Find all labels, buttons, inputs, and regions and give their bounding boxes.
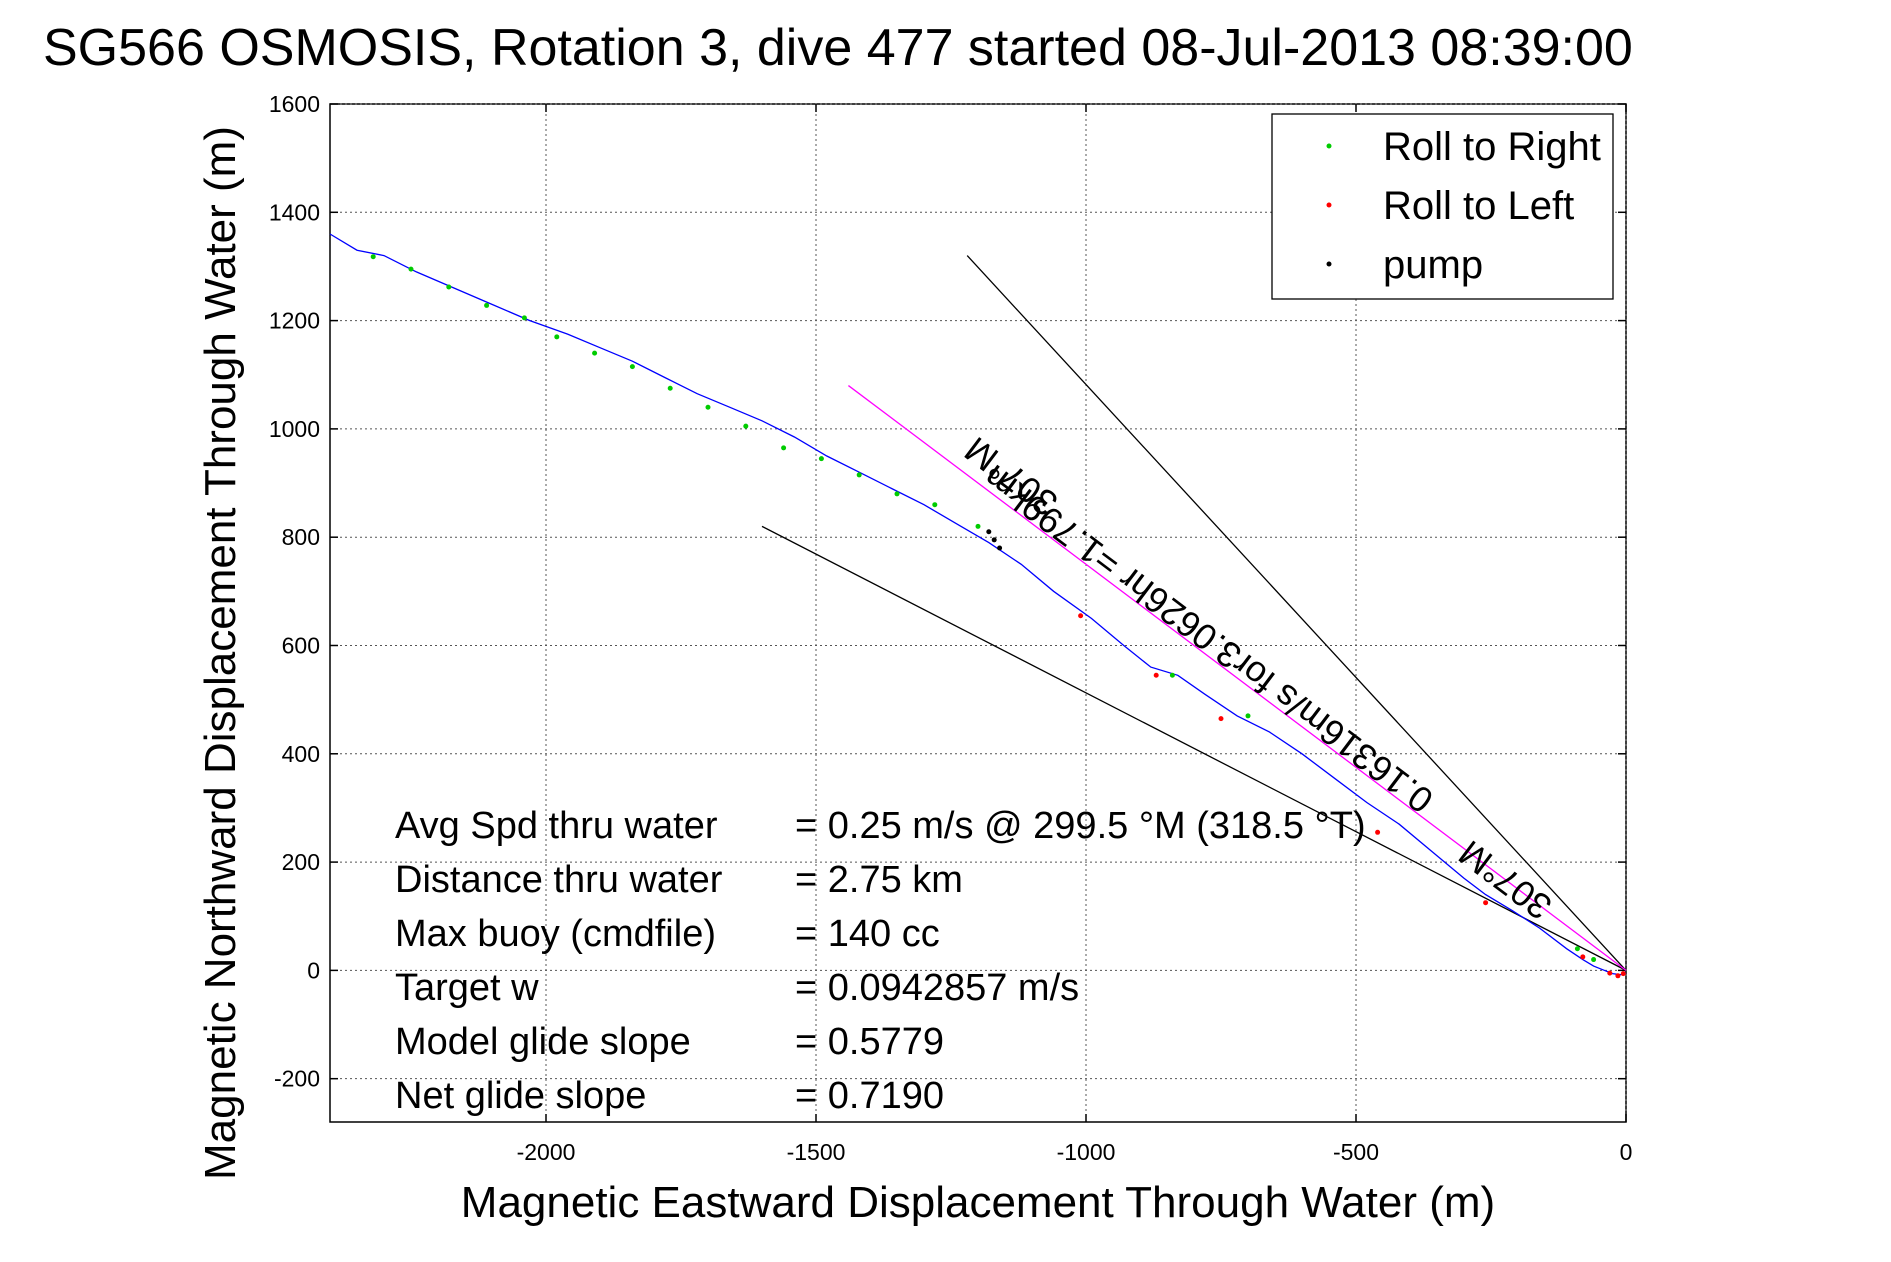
legend-label: Roll to Right <box>1383 125 1601 169</box>
legend-marker <box>1326 261 1332 267</box>
roll-right-point <box>370 254 376 260</box>
roll-right-point <box>484 302 490 308</box>
x-tick-label: -1000 <box>1057 1139 1116 1165</box>
roll-right-point <box>446 284 452 290</box>
stat-label: Max buoy (cmdfile) <box>395 913 716 955</box>
roll-right-point <box>818 456 824 462</box>
x-tick-label: 0 <box>1620 1139 1633 1165</box>
stat-value: = 0.5779 <box>795 1021 944 1063</box>
y-tick-label: 400 <box>282 741 320 767</box>
stat-value: = 0.0942857 m/s <box>795 967 1079 1009</box>
roll-right-point <box>554 334 560 340</box>
roll-right-point <box>1591 957 1597 963</box>
roll-right-point <box>1245 713 1251 719</box>
legend: Roll to Right Roll to Left pump <box>1271 113 1614 300</box>
stat-value: = 2.75 km <box>795 859 963 901</box>
pump-point <box>991 537 997 543</box>
stat-value: = 0.7190 <box>795 1075 944 1117</box>
roll-right-point <box>743 423 749 429</box>
roll-right-point <box>894 491 900 497</box>
roll-right-point <box>705 404 711 410</box>
roll-left-point <box>1078 613 1084 619</box>
stat-label: Model glide slope <box>395 1021 691 1063</box>
roll-right-point <box>932 502 938 508</box>
roll-left-point <box>1218 716 1224 722</box>
legend-marker <box>1326 202 1332 208</box>
roll-right-point <box>592 350 598 356</box>
bearing-line-upper <box>966 255 1627 971</box>
y-tick-label: 600 <box>282 632 320 658</box>
reference-lines <box>761 255 1627 971</box>
pump-point <box>986 529 992 535</box>
track-line <box>329 233 1627 976</box>
roll-left-point <box>1607 970 1613 976</box>
roll-left-point <box>1580 954 1586 960</box>
y-tick-label: -200 <box>274 1066 320 1092</box>
bearing-line-target <box>848 385 1627 971</box>
y-tick-label: 800 <box>282 524 320 550</box>
roll-right-point <box>781 445 787 451</box>
pump-point <box>997 545 1003 551</box>
roll-left-point <box>1615 973 1621 979</box>
y-tick-label: 0 <box>307 957 320 983</box>
y-tick-label: 1400 <box>269 199 320 225</box>
track <box>329 233 1627 976</box>
x-axis-label: Magnetic Eastward Displacement Through W… <box>461 1178 1495 1227</box>
roll-left-point <box>1620 971 1626 977</box>
x-tick-label: -1500 <box>787 1139 846 1165</box>
legend-label: Roll to Left <box>1383 184 1574 228</box>
axis-ticks: -2000 -1500 -1000 -500 0-2000200400600800100… <box>269 91 1633 1165</box>
x-tick-label: -500 <box>1333 1139 1379 1165</box>
stat-label: Net glide slope <box>395 1075 646 1117</box>
legend-marker <box>1326 143 1332 149</box>
bearing-line-lower <box>761 525 1627 971</box>
roll-right-point <box>1169 672 1175 678</box>
stat-label: Distance thru water <box>395 859 723 901</box>
stat-label: Target w <box>395 967 539 1009</box>
roll-right-point <box>856 472 862 478</box>
stats-block: Avg Spd thru water = 0.25 m/s @ 299.5 °M … <box>395 805 1366 1117</box>
roll-right-point <box>629 364 635 370</box>
y-tick-label: 1600 <box>269 91 320 117</box>
stat-label: Avg Spd thru water <box>395 805 718 847</box>
roll-left-point <box>1375 829 1381 835</box>
y-tick-label: 1000 <box>269 416 320 442</box>
stat-value: = 140 cc <box>795 913 940 955</box>
y-tick-label: 200 <box>282 849 320 875</box>
roll-points <box>370 254 1626 979</box>
roll-right-point <box>667 385 673 391</box>
roll-right-point <box>1574 946 1580 952</box>
legend-label: pump <box>1383 243 1483 287</box>
roll-left-point <box>1483 900 1489 906</box>
x-tick-label: -2000 <box>517 1139 576 1165</box>
roll-right-point <box>521 315 527 321</box>
roll-right-point <box>975 523 981 529</box>
y-axis-label: Magnetic Northward Displacement Through … <box>196 126 245 1180</box>
chart-title: SG566 OSMOSIS, Rotation 3, dive 477 star… <box>43 19 1633 77</box>
roll-right-point <box>408 266 414 272</box>
stat-value: = 0.25 m/s @ 299.5 °M (318.5 °T) <box>795 805 1366 847</box>
roll-left-point <box>1153 672 1159 678</box>
y-tick-label: 1200 <box>269 308 320 334</box>
